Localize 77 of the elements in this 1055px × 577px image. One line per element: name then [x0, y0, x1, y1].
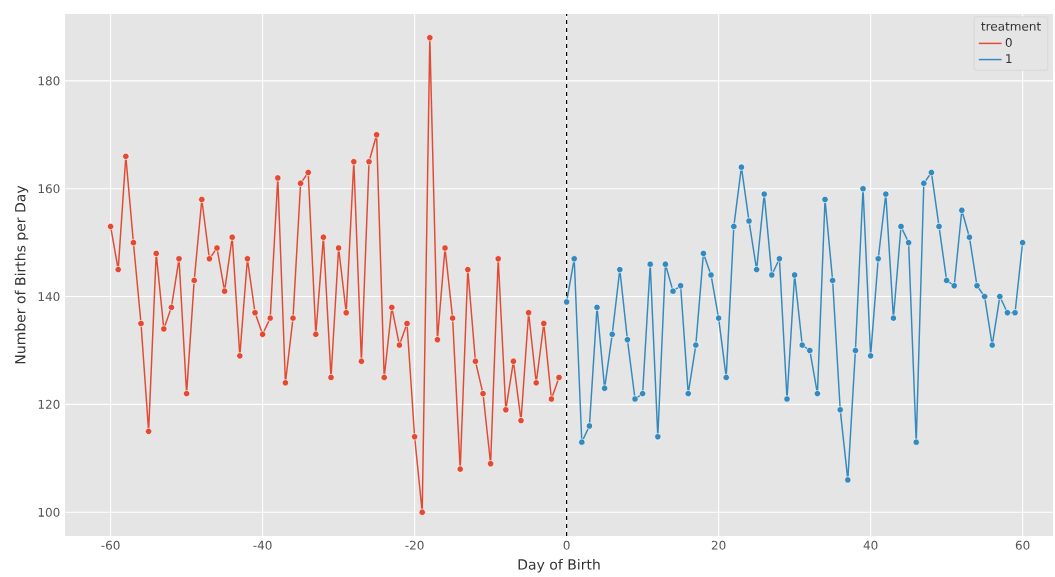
x-tick-label: 20 [711, 540, 726, 550]
point [540, 320, 548, 328]
point [114, 266, 122, 274]
point [494, 255, 502, 263]
point [107, 222, 115, 231]
y-tick-label: 160 [38, 184, 60, 194]
x-tick-label: 60 [1015, 540, 1030, 550]
point [319, 233, 327, 241]
point [297, 179, 305, 187]
point [327, 373, 335, 382]
x-tick-label: -20 [405, 540, 424, 550]
point [167, 303, 175, 311]
point [380, 373, 388, 382]
point [350, 158, 358, 166]
point [266, 314, 274, 322]
point [418, 508, 426, 516]
point [403, 320, 411, 328]
y-tick-label: 180 [38, 76, 60, 86]
point [532, 379, 540, 387]
point [464, 266, 472, 274]
point [471, 357, 479, 365]
point [137, 320, 145, 328]
point [243, 255, 251, 263]
x-axis-title: Day of Birth [518, 558, 600, 573]
point [190, 276, 198, 284]
point [395, 341, 403, 349]
point [251, 309, 259, 317]
legend-label: 1 [1006, 54, 1012, 63]
point [487, 460, 495, 468]
point [517, 417, 525, 425]
point [502, 406, 510, 414]
x-tick-label: 0 [563, 540, 570, 550]
point [456, 465, 464, 473]
point [441, 244, 449, 252]
x-tick-label: -60 [101, 540, 120, 550]
point [365, 158, 373, 166]
point [122, 152, 130, 160]
y-tick-label: 100 [38, 507, 60, 517]
point [198, 195, 206, 204]
point [388, 303, 396, 311]
point [205, 255, 213, 263]
point [335, 244, 343, 252]
point [228, 233, 236, 241]
legend-label: 0 [1005, 37, 1012, 48]
point [433, 336, 441, 344]
point [357, 357, 365, 365]
point [236, 352, 244, 360]
point [221, 287, 229, 295]
point [304, 169, 312, 177]
point [259, 330, 267, 338]
x-tick-label: 40 [863, 540, 878, 550]
point [274, 174, 282, 182]
point [373, 131, 381, 139]
point [312, 330, 320, 338]
point [449, 314, 457, 322]
point [555, 373, 563, 382]
legend-title: treatment [981, 22, 1041, 31]
y-tick-label: 140 [38, 292, 60, 302]
point [160, 325, 168, 333]
point [175, 255, 183, 263]
point [525, 309, 533, 317]
point [129, 239, 137, 247]
point [411, 433, 419, 441]
y-tick-label: 120 [38, 399, 60, 409]
point [145, 427, 153, 435]
point [426, 34, 434, 42]
x-tick-label: -40 [253, 540, 272, 550]
point [289, 314, 297, 322]
point [547, 395, 555, 403]
point [479, 390, 487, 398]
y-axis-title: Number of Births per Day [14, 185, 29, 364]
point [342, 309, 350, 317]
point [213, 244, 221, 252]
point [281, 379, 289, 387]
point [183, 390, 191, 398]
point [152, 249, 160, 257]
point [509, 357, 517, 365]
